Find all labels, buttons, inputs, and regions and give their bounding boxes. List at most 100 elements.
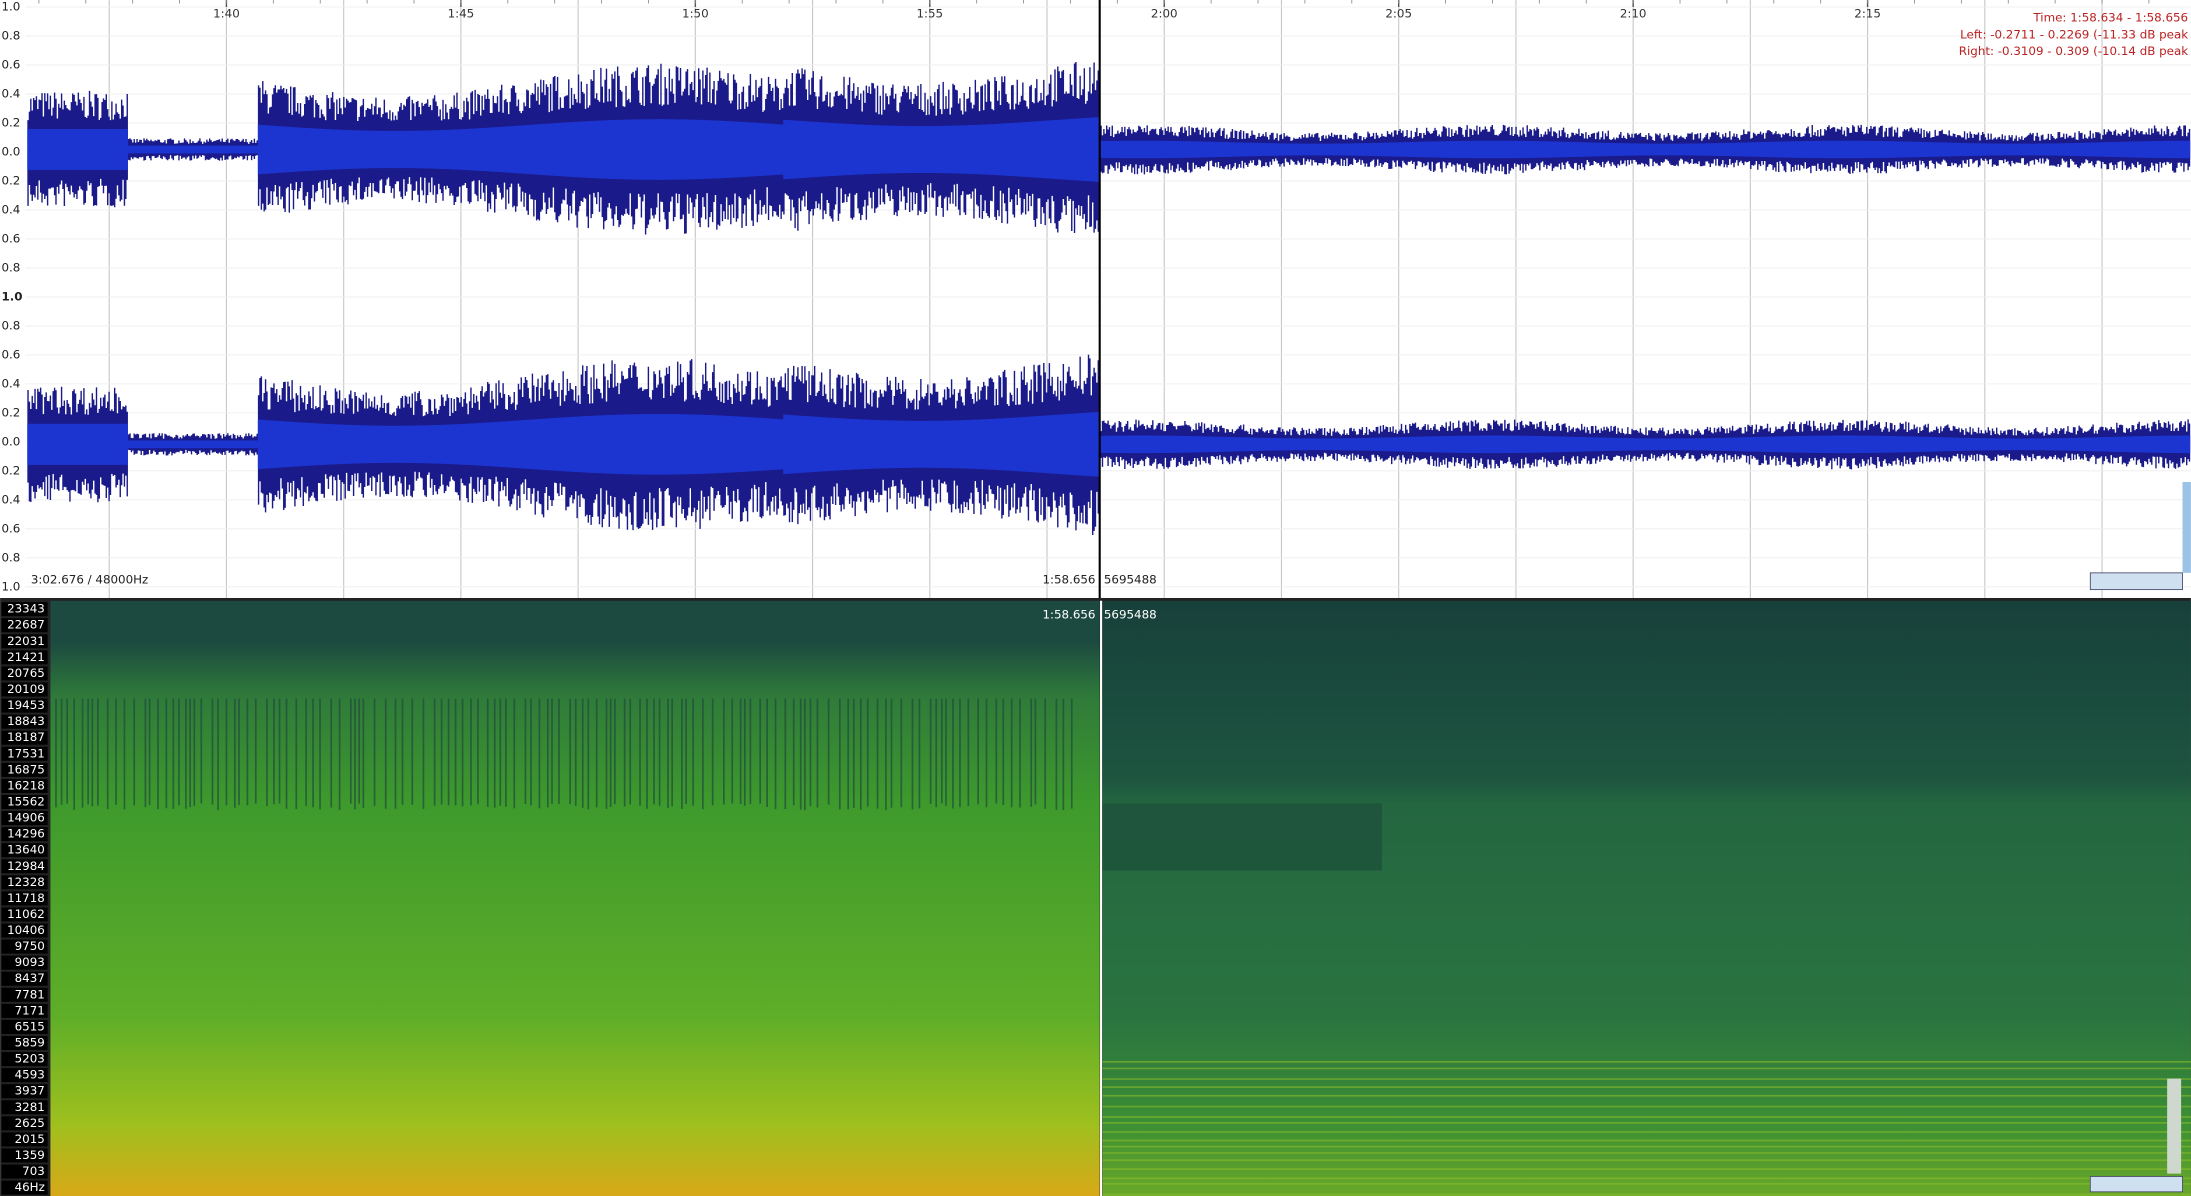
frequency-label: 3281 <box>15 1100 45 1114</box>
freq-label-bg <box>1 1132 48 1147</box>
frequency-label: 17531 <box>7 746 45 760</box>
frequency-label: 4593 <box>15 1068 45 1082</box>
frequency-label: 18843 <box>7 714 45 728</box>
amplitude-label: 0.8 <box>1 28 20 42</box>
amplitude-label: 0.2 <box>1 115 20 129</box>
info-right: Right: -0.3109 - 0.309 (-10.14 dB peak <box>1959 44 2188 58</box>
freq-label-bg <box>1 762 48 777</box>
amplitude-label: 0.6 <box>1 347 20 361</box>
frequency-label: 10406 <box>7 923 45 937</box>
freq-label-bg <box>1 1036 48 1050</box>
duration: 3:02.676 / 48000Hz <box>31 572 148 586</box>
time-label: 1:55 <box>916 6 943 20</box>
freq-label-bg <box>1 1068 48 1083</box>
frequency-labels: 23343 22687 22031 21421 20765 20109 19453 18843… <box>1 602 48 1195</box>
freq-label-bg <box>1 1100 48 1115</box>
amplitude-label: 0.4 <box>1 492 20 506</box>
spec-band <box>1102 803 1382 871</box>
frequency-label: 9750 <box>15 939 45 953</box>
amplitude-label: 1.0 <box>1 0 20 13</box>
freq-label-bg <box>1 714 48 729</box>
spec-streaks <box>55 698 1073 811</box>
freq-label-bg <box>1 827 48 842</box>
zoom-control[interactable] <box>2089 572 2183 591</box>
freq-label-bg <box>1 843 48 858</box>
frequency-label: 1359 <box>15 1148 45 1162</box>
time-label: 2:10 <box>1620 6 1647 20</box>
spec-scrollbar[interactable] <box>2167 1078 2182 1174</box>
amplitude-label: 0.4 <box>1 202 20 216</box>
frequency-label: 21421 <box>7 650 45 664</box>
channel-inner <box>27 117 2191 182</box>
frequency-label: 15562 <box>7 794 45 808</box>
frequency-label: 7171 <box>15 1003 45 1017</box>
frequency-label: 2015 <box>15 1132 45 1146</box>
time-label: 1:45 <box>448 6 475 20</box>
frequency-label: 5859 <box>15 1036 45 1050</box>
time-label: 2:05 <box>1385 6 1412 20</box>
amplitude-axis <box>0 0 26 598</box>
freq-label-bg <box>1 682 48 697</box>
freq-label-bg <box>1 939 48 954</box>
frequency-label: 12984 <box>7 859 45 873</box>
freq-label-bg <box>1 859 48 874</box>
amplitude-label: 0.4 <box>1 86 20 100</box>
spectrogram-right <box>1102 600 2191 1196</box>
frequency-label: 14296 <box>7 827 45 841</box>
frequency-label: 20109 <box>7 682 45 696</box>
freq-label-bg <box>1 1084 48 1099</box>
frequency-label: 703 <box>22 1164 45 1178</box>
frequency-label: 9093 <box>15 955 45 969</box>
spec-zoom-control[interactable] <box>2089 1176 2183 1193</box>
freq-label-bg <box>1 1164 48 1179</box>
amplitude-label: 0.6 <box>1 231 20 245</box>
spectrogram-left <box>50 600 1100 1196</box>
freq-label-bg <box>1 1148 48 1163</box>
spec-cursor-time: 1:58.656 <box>1042 607 1095 621</box>
amplitude-label: 0.2 <box>1 173 20 187</box>
info-left: Left: -0.2711 - 0.2269 (-11.33 dB peak <box>1960 27 2188 41</box>
spec-cursor-sample: 5695488 <box>1104 607 1157 621</box>
frequency-label: 5203 <box>15 1052 45 1066</box>
freq-label-bg <box>1 666 48 681</box>
freq-label-bg <box>1 987 48 1002</box>
frequency-label: 3937 <box>15 1084 45 1098</box>
amplitude-label: 0.0 <box>1 434 20 448</box>
cursor-sample: 5695488 <box>1104 572 1157 586</box>
frequency-label: 18187 <box>7 730 45 744</box>
amplitude-label: 0.4 <box>1 376 20 390</box>
amplitude-label: 0.6 <box>1 521 20 535</box>
frequency-label: 12328 <box>7 875 45 889</box>
freq-label-bg <box>1 907 48 922</box>
amplitude-label: 0.6 <box>1 57 20 71</box>
scrollbar[interactable] <box>2182 482 2191 573</box>
spectrogram-texture <box>55 698 2191 1196</box>
info-time: Time: 1:58.634 - 1:58.656 <box>2032 11 2188 25</box>
freq-label-bg <box>1 875 48 890</box>
amplitude-label: 0.8 <box>1 260 20 274</box>
freq-label-bg <box>1 602 48 617</box>
freq-label-bg <box>1 778 48 793</box>
frequency-label: 2625 <box>15 1116 45 1130</box>
amplitude-label: 0.8 <box>1 550 20 564</box>
freq-label-bg <box>1 891 48 906</box>
spec-harmonics <box>1102 1061 2191 1196</box>
frequency-label: 16875 <box>7 762 45 776</box>
freq-label-bg <box>1 618 48 633</box>
freq-label-bg <box>1 1019 48 1034</box>
frequency-label: 11718 <box>7 891 45 905</box>
channel-inner <box>27 411 2191 477</box>
freq-label-bg <box>1 650 48 665</box>
frequency-label: 22687 <box>7 618 45 632</box>
frequency-label: 19453 <box>7 698 45 712</box>
time-label: 1:50 <box>682 6 709 20</box>
frequency-label: 7781 <box>15 987 45 1001</box>
amplitude-label: 0.0 <box>1 144 20 158</box>
frequency-label: 14906 <box>7 811 45 825</box>
time-label: 1:40 <box>213 6 240 20</box>
freq-label-bg <box>1 1003 48 1018</box>
frequency-label: 16218 <box>7 778 45 792</box>
frequency-label: 46Hz <box>15 1180 45 1194</box>
